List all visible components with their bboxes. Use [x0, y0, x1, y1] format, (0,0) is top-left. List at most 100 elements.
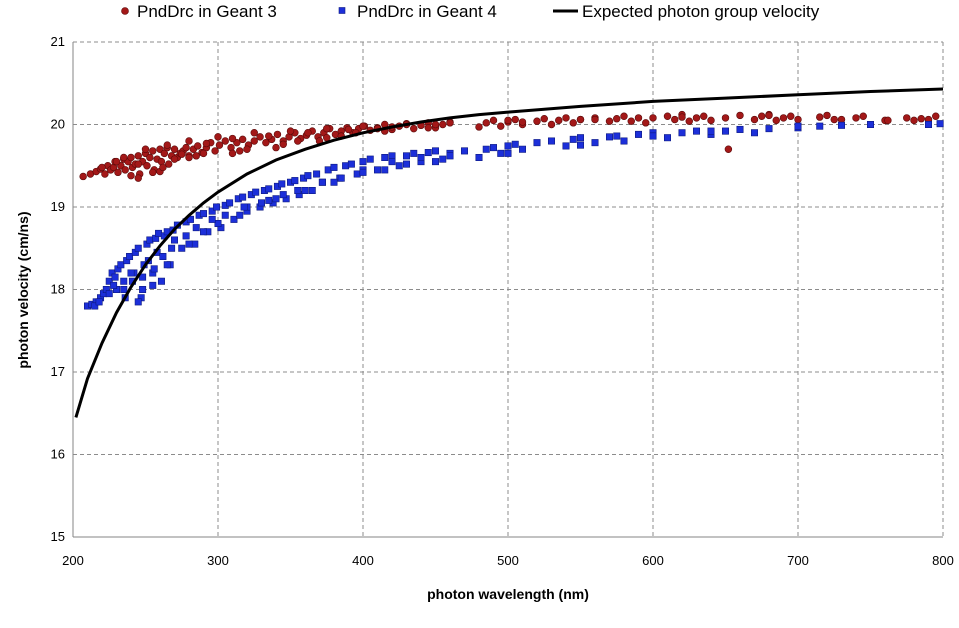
data-point-geant4 [816, 122, 824, 130]
data-point-geant4 [489, 144, 497, 152]
data-point-geant3 [576, 115, 585, 124]
data-point-geant4 [252, 188, 260, 196]
data-point-geant3 [243, 145, 251, 153]
data-point-geant4 [214, 220, 222, 228]
data-point-geant3 [859, 112, 867, 120]
legend-marker-geant4 [338, 7, 346, 14]
data-point-geant4 [308, 187, 316, 195]
data-point-geant4 [318, 178, 326, 186]
data-point-geant4 [924, 121, 932, 129]
data-point-geant3 [185, 153, 193, 162]
data-point-geant4 [126, 253, 134, 261]
y-axis-title: photon velocity (cm/ns) [15, 211, 31, 368]
data-point-geant4 [178, 244, 186, 252]
data-point-geant4 [330, 178, 338, 186]
data-point-geant4 [200, 210, 208, 218]
data-point-geant3 [724, 145, 733, 153]
data-point-geant4 [159, 253, 167, 261]
data-point-geant4 [294, 187, 302, 195]
plot-area-frame [72, 42, 943, 538]
data-point-geant3 [221, 137, 229, 145]
data-point-geant3 [149, 168, 157, 177]
data-point-geant3 [816, 113, 824, 121]
legend: PndDrc in Geant 3 PndDrc in Geant 4 Expe… [121, 2, 820, 21]
data-point-geant3 [750, 115, 759, 124]
data-point-geant3 [79, 172, 87, 181]
data-point-geant3 [256, 133, 264, 141]
data-point-geant3 [431, 120, 440, 129]
data-point-geant3 [228, 149, 237, 158]
data-point-geant4 [620, 137, 628, 145]
data-point-geant4 [936, 120, 944, 128]
data-point-geant4 [388, 158, 396, 166]
data-point-geant4 [304, 172, 312, 180]
data-point-geant4 [381, 154, 389, 162]
data-point-geant4 [613, 132, 621, 140]
data-point-geant4 [353, 170, 361, 178]
data-point-geant4 [134, 244, 142, 252]
data-point-geant3 [323, 124, 331, 133]
data-point-geant4 [301, 187, 309, 195]
data-point-geant3 [359, 122, 367, 130]
data-point-geant3 [794, 115, 802, 124]
data-point-geant4 [192, 224, 200, 232]
data-point-geant3 [410, 124, 418, 133]
data-point-geant3 [250, 137, 258, 145]
data-point-geant3 [178, 150, 186, 158]
data-point-geant4 [120, 277, 128, 285]
data-point-geant4 [155, 229, 163, 237]
data-point-geant3 [605, 117, 614, 125]
data-point-geant4 [460, 147, 468, 155]
x-tick-label: 400 [352, 553, 374, 568]
data-point-geant4 [185, 240, 193, 248]
data-point-geant4 [504, 142, 512, 150]
data-point-geant4 [91, 302, 99, 310]
data-point-geant3 [202, 139, 211, 148]
legend-marker-geant3 [121, 7, 129, 15]
data-point-geant4 [417, 154, 425, 162]
data-point-geant3 [120, 153, 128, 162]
data-point-geant3 [134, 152, 142, 160]
legend-entry-geant4: PndDrc in Geant 4 [338, 2, 497, 21]
data-point-geant4 [663, 134, 671, 142]
data-point-geant4 [127, 269, 135, 277]
data-point-geant4 [146, 236, 154, 244]
data-point-geant4 [634, 130, 642, 138]
data-point-geant3 [830, 115, 838, 124]
y-tick-label: 19 [51, 199, 65, 214]
data-point-geant4 [313, 170, 321, 178]
data-point-geant3 [214, 133, 222, 141]
data-point-geant3 [736, 111, 744, 120]
data-point-geant4 [149, 281, 157, 289]
data-point-geant3 [678, 113, 686, 121]
x-tick-label: 200 [62, 553, 84, 568]
data-point-geant4 [504, 149, 512, 157]
data-point-geant3 [707, 116, 715, 125]
data-point-geant4 [279, 191, 287, 199]
data-point-geant3 [779, 114, 788, 122]
data-point-geant3 [134, 174, 142, 182]
y-tick-label: 18 [51, 282, 65, 297]
data-point-geant3 [772, 116, 780, 125]
data-point-geant4 [402, 160, 410, 168]
data-point-geant4 [837, 121, 845, 129]
data-point-geant4 [110, 281, 118, 289]
data-point-geant3 [721, 114, 730, 122]
data-point-geant3 [533, 117, 541, 125]
data-point-geant3 [671, 115, 679, 124]
data-point-geant4 [359, 168, 367, 176]
data-point-geant3 [163, 141, 171, 149]
data-point-geant4 [562, 142, 570, 150]
data-point-geant4 [239, 193, 247, 201]
data-point-geant4 [324, 166, 332, 174]
data-point-geant3 [482, 119, 490, 127]
data-point-geant3 [613, 115, 621, 123]
data-point-geant4 [533, 139, 541, 147]
data-point-geant3 [159, 163, 167, 172]
data-point-geant4 [168, 244, 176, 252]
data-point-geant3 [663, 112, 672, 120]
data-point-geant4 [186, 215, 194, 223]
y-tick-label: 15 [51, 529, 65, 544]
data-point-geant4 [134, 298, 142, 306]
